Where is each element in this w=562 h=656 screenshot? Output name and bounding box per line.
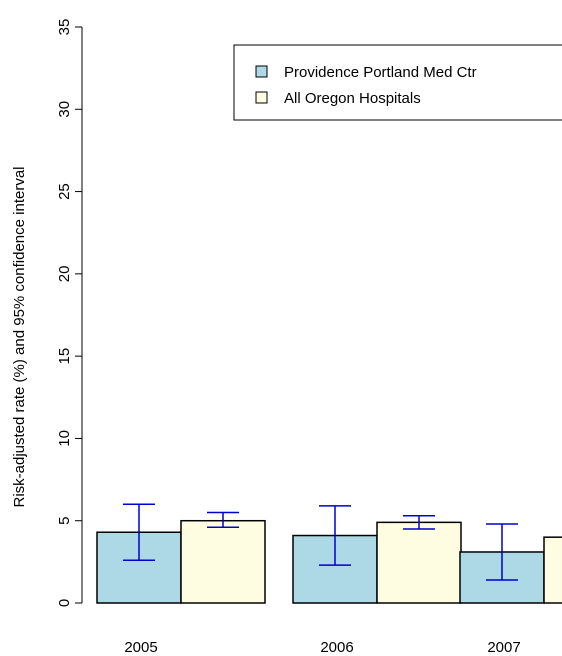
bar-oregon-2005 <box>180 519 266 604</box>
bar-oregon-2006 <box>376 521 462 604</box>
y-tick-label: 5 <box>56 517 73 525</box>
y-axis-label: Risk-adjusted rate (%) and 95% confidenc… <box>11 166 28 507</box>
bars <box>96 519 562 604</box>
y-tick-label: 15 <box>56 348 73 365</box>
legend-box <box>233 44 562 121</box>
error-bars <box>123 503 518 581</box>
legend-swatch-providence <box>255 65 268 78</box>
legend-swatch-oregon <box>255 91 268 104</box>
y-tick-label: 30 <box>56 101 73 118</box>
legend: Providence Portland Med Ctr All Oregon H… <box>233 44 562 121</box>
y-axis: 0 5 10 15 20 25 30 35 <box>56 19 83 607</box>
x-tick-label: 2005 <box>124 639 157 656</box>
x-tick-label: 2006 <box>320 639 353 656</box>
y-tick-label: 35 <box>56 19 73 36</box>
y-tick-label: 25 <box>56 183 73 200</box>
bar-oregon-2007 <box>543 536 562 604</box>
legend-label-oregon: All Oregon Hospitals <box>284 90 421 107</box>
y-tick-label: 0 <box>56 599 73 607</box>
y-tick-label: 10 <box>56 430 73 447</box>
x-tick-labels: 2005 2006 2007 <box>124 639 520 656</box>
y-tick-label: 20 <box>56 266 73 283</box>
x-tick-label: 2007 <box>487 639 520 656</box>
legend-label-providence: Providence Portland Med Ctr <box>284 64 477 81</box>
